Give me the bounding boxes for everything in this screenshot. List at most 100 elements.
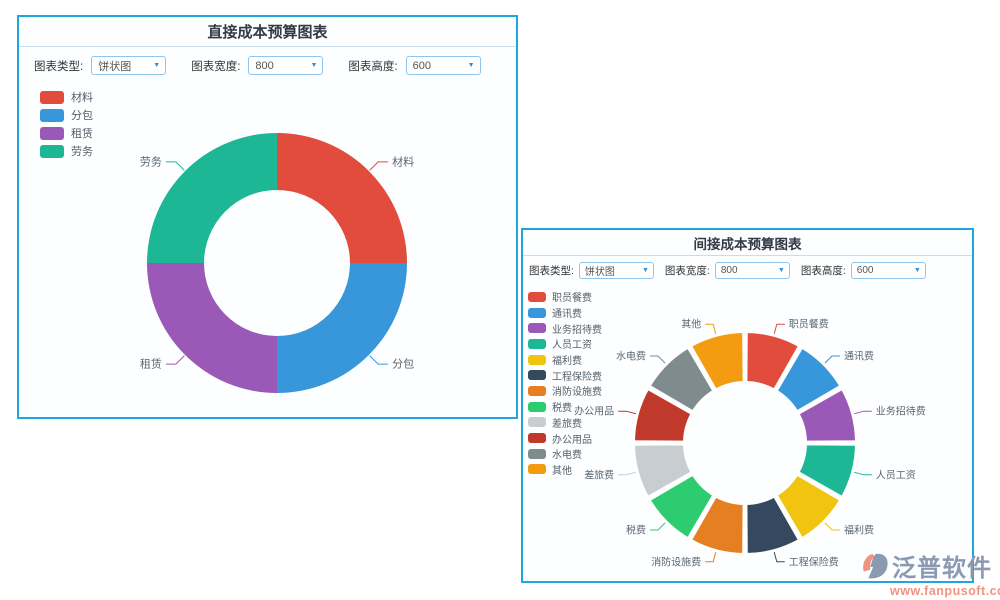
legend-swatch [528,417,546,428]
pie-label-line [618,410,637,415]
chart-legend: 职员餐费 通讯费 业务招待费人员工资 福利费 工程保险费消防设施费 税费差旅费办公用品水电… [528,289,602,477]
legend-swatch [40,108,64,122]
pie-label-line [824,355,840,364]
watermark: 泛普软件 www.fanpusoft.com [860,548,1000,598]
legend-item-8[interactable]: 税费 [528,399,602,415]
pie-label-line [853,410,872,415]
pie-label: 水电费 [616,350,646,363]
chevron-down-icon: ▼ [641,267,649,274]
pie-label-line [618,471,637,476]
legend-item-6[interactable]: 工程保险费 [528,367,602,383]
pie-label: 分包 [392,358,414,371]
watermark-row: 泛普软件 [860,548,1000,583]
legend-swatch [528,354,546,365]
chart-height-group: 图表高度: 600 ▼ [348,56,481,75]
chart-width-group: 图表宽度: 800 ▼ [665,262,790,279]
pie-label: 通讯费 [844,350,874,363]
pie-label-line [165,355,185,365]
pie-segment-2[interactable] [277,263,407,393]
legend-item-11[interactable]: 水电费 [528,446,602,462]
legend-label: 职员餐费 [552,293,592,305]
pie-label-line [165,161,185,171]
chart-type-value: 饼状图 [584,267,615,278]
legend-item-7[interactable]: 消防设施费 [528,383,602,399]
legend-swatch [528,323,546,334]
pie-label-line [369,355,389,365]
legend-label: 办公用品 [552,434,592,446]
legend-item-10[interactable]: 办公用品 [528,430,602,446]
legend-swatch [528,385,546,396]
chevron-down-icon: ▼ [310,62,318,69]
legend-swatch [528,433,546,444]
legend-swatch [40,144,64,158]
legend-label: 材料 [71,92,93,104]
fanpu-logo-icon [860,551,890,581]
pie-label: 劳务 [140,155,162,168]
pie-label: 税费 [626,524,646,537]
legend-item-2[interactable]: 分包 [40,106,93,124]
legend-item-4[interactable]: 人员工资 [528,336,602,352]
legend-item-4[interactable]: 劳务 [40,142,93,160]
pie-label-line [650,355,666,364]
pie-label-line [773,551,785,563]
legend-swatch [528,307,546,318]
chevron-down-icon: ▼ [777,267,785,274]
legend-swatch [40,126,64,140]
chart-height-select[interactable]: 600 ▼ [405,56,481,75]
chart-width-group: 图表宽度: 800 ▼ [191,56,324,75]
chart-height-label: 图表高度: [800,265,846,277]
chart-width-select[interactable]: 800 ▼ [248,56,324,75]
legend-swatch [528,464,546,475]
panel-direct-cost-chart: 直接成本预算图表 图表类型: 饼状图 ▼ 图表宽度: 800 ▼ 图表高度: 6… [17,15,518,419]
chevron-down-icon: ▼ [913,267,921,274]
legend-label: 消防设施费 [552,387,602,399]
chart-width-value: 800 [720,265,738,276]
legend-label: 水电费 [552,450,582,462]
legend-label: 差旅费 [552,418,582,430]
pie-segment-4[interactable] [147,133,277,263]
legend-item-12[interactable]: 其他 [528,462,602,478]
legend-label: 其他 [552,465,572,477]
pie-label-line [705,551,717,563]
legend-swatch [528,370,546,381]
legend-item-3[interactable]: 业务招待费 [528,320,602,336]
pie-label: 业务招待费 [876,405,926,418]
legend-swatch [40,90,64,104]
chart-controls: 图表类型: 饼状图 ▼ 图表宽度: 800 ▼ 图表高度: 600 ▼ [19,47,516,75]
legend-item-2[interactable]: 通讯费 [528,305,602,321]
panel-title: 间接成本预算图表 [693,236,802,252]
chart-type-select[interactable]: 饼状图 ▼ [578,262,654,279]
legend-swatch [528,338,546,349]
chart-height-value: 600 [412,59,431,72]
chart-width-select[interactable]: 800 ▼ [714,262,790,279]
chevron-down-icon: ▼ [467,62,475,69]
legend-swatch [528,448,546,459]
chevron-down-icon: ▼ [153,62,161,69]
panel-title: 直接成本预算图表 [207,24,328,41]
pie-label: 人员工资 [876,469,916,481]
chart-width-label: 图表宽度: [664,265,710,277]
legend-item-9[interactable]: 差旅费 [528,415,602,431]
legend-item-1[interactable]: 职员餐费 [528,289,602,305]
pie-label-line [369,161,389,171]
pie-segment-1[interactable] [277,133,407,263]
legend-item-5[interactable]: 福利费 [528,352,602,368]
pie-label: 其他 [681,318,701,331]
legend-item-3[interactable]: 租赁 [40,124,93,142]
legend-label: 劳务 [71,146,93,158]
chart-type-group: 图表类型: 饼状图 ▼ [34,56,167,75]
chart-type-group: 图表类型: 饼状图 ▼ [529,262,654,279]
pie-segment-3[interactable] [147,263,277,393]
watermark-brand: 泛普软件 [892,555,992,582]
pie-segment-12[interactable] [687,329,747,393]
chart-type-label: 图表类型: [34,60,84,73]
chart-type-select[interactable]: 饼状图 ▼ [91,56,167,75]
legend-label: 人员工资 [552,340,592,352]
chart-height-select[interactable]: 600 ▼ [850,262,926,279]
pie-label: 职员餐费 [789,318,829,331]
pie-label: 消防设施费 [651,555,701,568]
legend-item-1[interactable]: 材料 [40,88,93,106]
chart-legend: 材料分包 租赁劳务 [40,88,93,160]
pie-label-line [824,522,840,531]
chart-height-label: 图表高度: [348,60,398,73]
